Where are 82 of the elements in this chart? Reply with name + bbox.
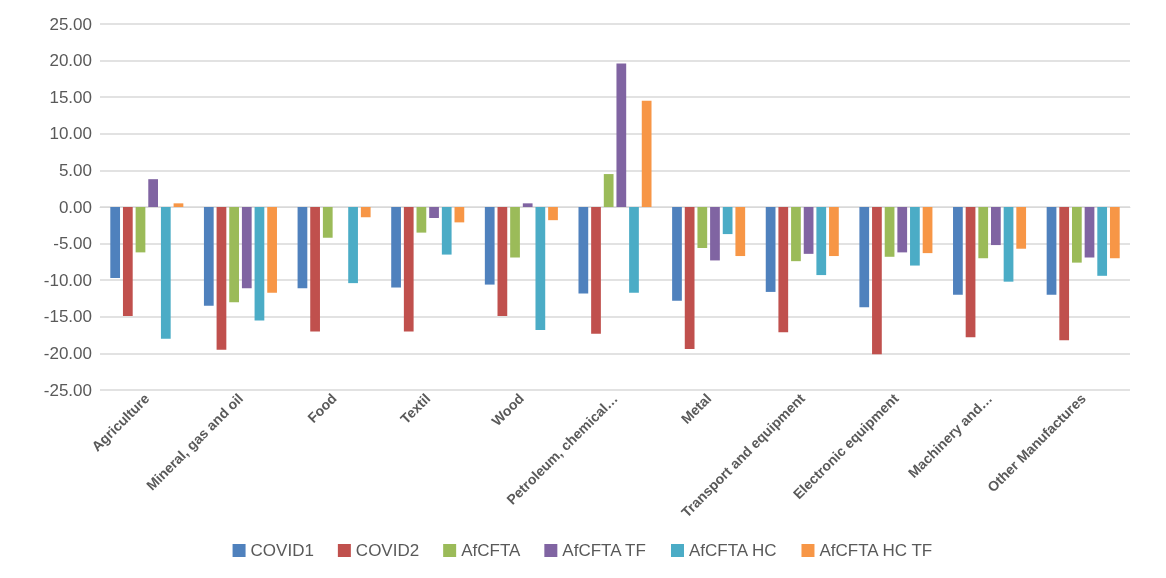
bar bbox=[522, 203, 533, 207]
bar bbox=[548, 207, 558, 221]
bar bbox=[1003, 207, 1014, 282]
bar bbox=[735, 207, 746, 257]
bar bbox=[203, 207, 214, 306]
bar bbox=[603, 174, 614, 207]
bar bbox=[510, 207, 520, 258]
bar bbox=[454, 207, 465, 223]
bar bbox=[897, 207, 908, 253]
legend-label: AfCFTA bbox=[461, 541, 521, 560]
bar bbox=[1084, 207, 1095, 258]
bar bbox=[216, 207, 227, 350]
bar bbox=[484, 207, 495, 285]
bar bbox=[765, 207, 776, 292]
y-tick-label: -15.00 bbox=[43, 307, 92, 327]
bar bbox=[254, 207, 265, 321]
bar bbox=[978, 207, 989, 259]
bar bbox=[684, 207, 695, 350]
bar bbox=[991, 207, 1001, 246]
bar bbox=[1046, 207, 1057, 295]
bar bbox=[641, 100, 652, 207]
bar bbox=[672, 207, 682, 301]
legend-label: AfCFTA HC bbox=[689, 541, 777, 560]
legend-label: AfCFTA TF bbox=[562, 541, 646, 560]
bar bbox=[591, 207, 601, 334]
bar bbox=[1097, 207, 1108, 276]
y-tick-label: 10.00 bbox=[49, 124, 92, 144]
legend-label: AfCFTA HC TF bbox=[819, 541, 933, 560]
bar bbox=[710, 207, 720, 261]
bar bbox=[135, 207, 146, 253]
bar bbox=[1109, 207, 1120, 259]
bar bbox=[816, 207, 827, 276]
bar bbox=[953, 207, 963, 295]
y-tick-label: 15.00 bbox=[49, 87, 92, 107]
bar bbox=[416, 207, 427, 233]
bar bbox=[160, 207, 171, 339]
y-tick-label: -10.00 bbox=[43, 270, 92, 290]
bar bbox=[697, 207, 708, 248]
bar bbox=[148, 179, 159, 207]
bar bbox=[578, 207, 589, 294]
y-tick-label: 5.00 bbox=[58, 160, 92, 180]
bar bbox=[360, 207, 371, 218]
y-tick-label: 0.00 bbox=[58, 197, 92, 217]
legend-label: COVID1 bbox=[250, 541, 314, 560]
bar bbox=[965, 207, 976, 338]
y-tick-label: 20.00 bbox=[49, 51, 92, 71]
bar bbox=[229, 207, 239, 303]
bar bbox=[629, 207, 639, 293]
bar bbox=[884, 207, 895, 257]
bar bbox=[267, 207, 277, 293]
bar bbox=[403, 207, 414, 332]
bar bbox=[778, 207, 789, 333]
bar bbox=[497, 207, 508, 317]
bar bbox=[441, 207, 452, 255]
bar bbox=[616, 63, 627, 207]
bar bbox=[1016, 207, 1027, 249]
y-tick-label: 25.00 bbox=[49, 14, 92, 34]
bar bbox=[429, 207, 439, 218]
bar bbox=[348, 207, 358, 284]
y-tick-label: -25.00 bbox=[43, 380, 92, 400]
y-tick-label: -5.00 bbox=[53, 234, 92, 254]
bar bbox=[241, 207, 252, 289]
bar bbox=[1059, 207, 1070, 341]
bar bbox=[1071, 207, 1082, 263]
bar bbox=[173, 203, 184, 207]
bar bbox=[535, 207, 546, 330]
bar bbox=[829, 207, 839, 257]
bar bbox=[859, 207, 870, 308]
bar bbox=[391, 207, 401, 288]
bar bbox=[722, 207, 733, 235]
bar bbox=[297, 207, 308, 289]
bar bbox=[872, 207, 882, 355]
legend-label: COVID2 bbox=[355, 541, 420, 560]
bar bbox=[310, 207, 320, 332]
bar bbox=[110, 207, 121, 278]
bar bbox=[910, 207, 920, 266]
bar bbox=[122, 207, 133, 317]
bar bbox=[922, 207, 933, 254]
bar bbox=[322, 207, 333, 238]
bar bbox=[791, 207, 801, 262]
y-tick-label: -20.00 bbox=[43, 343, 92, 363]
bar bbox=[803, 207, 814, 254]
